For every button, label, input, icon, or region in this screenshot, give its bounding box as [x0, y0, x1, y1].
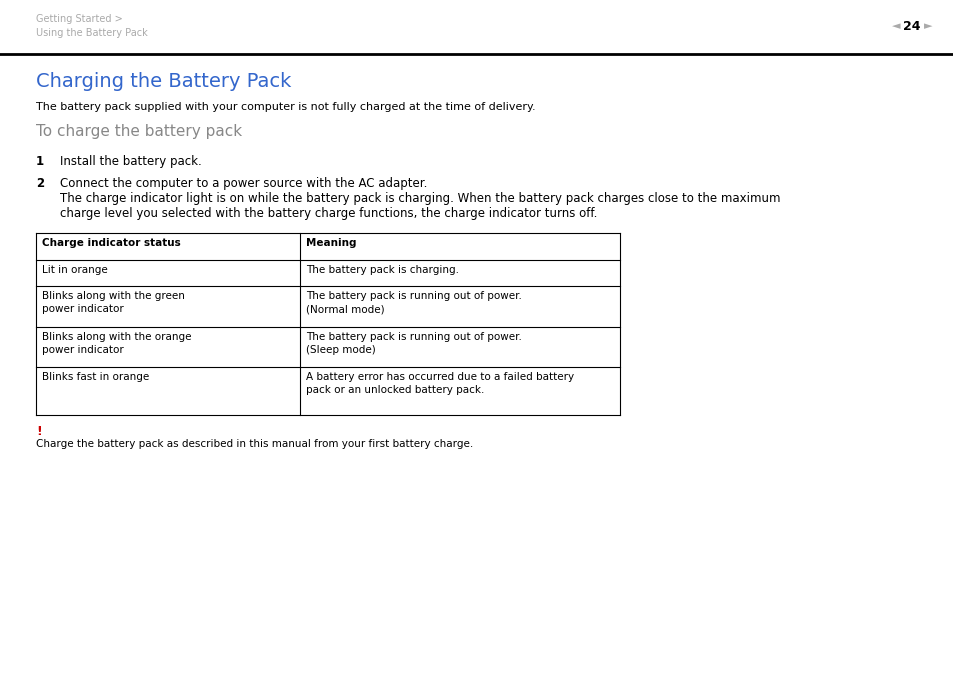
Text: 1: 1: [36, 155, 44, 168]
Text: Blinks along with the orange
power indicator: Blinks along with the orange power indic…: [42, 332, 192, 355]
Text: The battery pack is running out of power.
(Normal mode): The battery pack is running out of power…: [306, 291, 521, 314]
Text: Connect the computer to a power source with the AC adapter.: Connect the computer to a power source w…: [60, 177, 427, 190]
Text: The battery pack supplied with your computer is not fully charged at the time of: The battery pack supplied with your comp…: [36, 102, 535, 112]
Text: 2: 2: [36, 177, 44, 190]
Text: charge level you selected with the battery charge functions, the charge indicato: charge level you selected with the batte…: [60, 207, 597, 220]
Text: Install the battery pack.: Install the battery pack.: [60, 155, 201, 168]
Text: The battery pack is running out of power.
(Sleep mode): The battery pack is running out of power…: [306, 332, 521, 355]
Text: !: !: [36, 425, 42, 438]
Text: 24: 24: [902, 20, 920, 32]
Text: To charge the battery pack: To charge the battery pack: [36, 124, 242, 139]
Text: The battery pack is charging.: The battery pack is charging.: [306, 265, 458, 275]
Text: Getting Started >: Getting Started >: [36, 14, 123, 24]
Text: ◄: ◄: [890, 21, 899, 31]
Text: Blinks fast in orange: Blinks fast in orange: [42, 372, 149, 382]
Text: Charging the Battery Pack: Charging the Battery Pack: [36, 72, 291, 91]
Text: Charge the battery pack as described in this manual from your first battery char: Charge the battery pack as described in …: [36, 439, 473, 449]
Text: Lit in orange: Lit in orange: [42, 265, 108, 275]
Text: Using the Battery Pack: Using the Battery Pack: [36, 28, 148, 38]
Text: Charge indicator status: Charge indicator status: [42, 238, 180, 248]
Text: The charge indicator light is on while the battery pack is charging. When the ba: The charge indicator light is on while t…: [60, 192, 780, 205]
Text: Meaning: Meaning: [306, 238, 356, 248]
Text: Blinks along with the green
power indicator: Blinks along with the green power indica…: [42, 291, 185, 314]
Text: A battery error has occurred due to a failed battery
pack or an unlocked battery: A battery error has occurred due to a fa…: [306, 372, 574, 395]
Text: ►: ►: [923, 21, 931, 31]
